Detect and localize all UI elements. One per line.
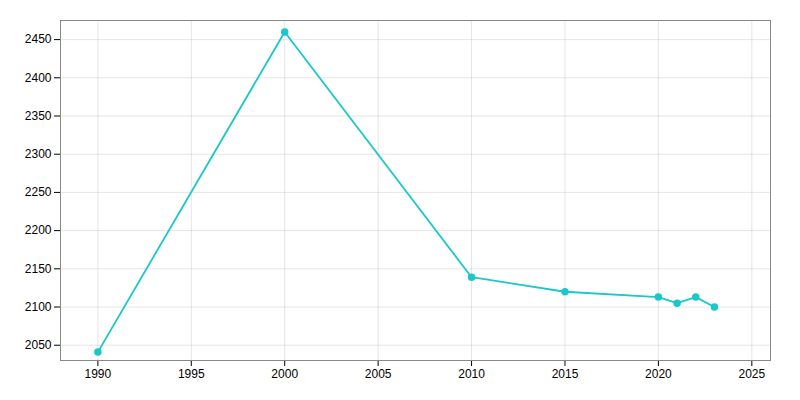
svg-text:2050: 2050	[25, 338, 52, 352]
svg-text:2010: 2010	[458, 367, 485, 381]
svg-text:2300: 2300	[25, 147, 52, 161]
svg-text:2015: 2015	[552, 367, 579, 381]
svg-text:2025: 2025	[738, 367, 765, 381]
svg-text:1995: 1995	[178, 367, 205, 381]
svg-text:2150: 2150	[25, 262, 52, 276]
svg-text:2000: 2000	[271, 367, 298, 381]
svg-text:2400: 2400	[25, 71, 52, 85]
svg-text:2020: 2020	[645, 367, 672, 381]
svg-text:2450: 2450	[25, 32, 52, 46]
svg-text:2350: 2350	[25, 109, 52, 123]
svg-text:2250: 2250	[25, 185, 52, 199]
svg-text:2005: 2005	[365, 367, 392, 381]
svg-text:1990: 1990	[85, 367, 112, 381]
svg-text:2100: 2100	[25, 300, 52, 314]
svg-text:2200: 2200	[25, 223, 52, 237]
